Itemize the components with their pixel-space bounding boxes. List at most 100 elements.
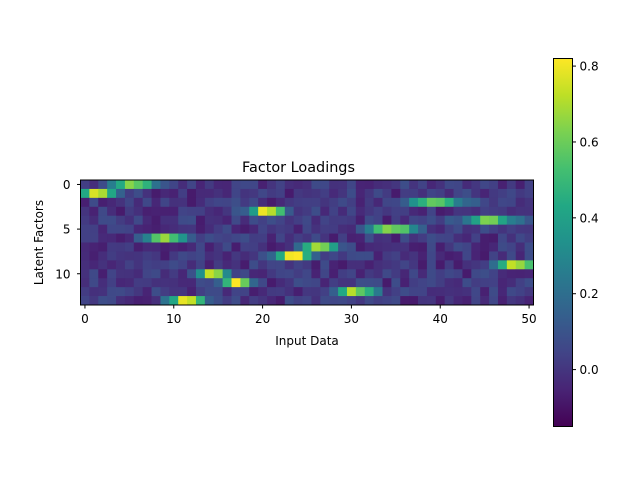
heatmap-cell (204, 197, 215, 208)
heatmap-cell (480, 188, 490, 199)
heatmap-cell (480, 197, 490, 208)
heatmap-cell (258, 197, 268, 208)
heatmap-cell (133, 287, 144, 297)
heatmap-cell (151, 206, 161, 217)
heatmap-cell (275, 269, 286, 279)
heatmap-cell (391, 278, 401, 288)
heatmap-cell (249, 278, 259, 288)
heatmap-cell (151, 197, 161, 208)
heatmap-cell (302, 233, 312, 243)
heatmap-cell (320, 180, 330, 190)
heatmap-cell (524, 224, 534, 234)
heatmap-cell (329, 251, 339, 261)
heatmap-cell (391, 224, 401, 234)
heatmap-cell (195, 215, 206, 226)
heatmap-cell (213, 188, 224, 199)
heatmap-cell (409, 206, 419, 217)
heatmap-cell (480, 287, 490, 297)
heatmap-cell (302, 180, 312, 190)
heatmap-cell (275, 188, 286, 199)
heatmap-cell (293, 224, 303, 234)
heatmap-cell (116, 260, 126, 270)
heatmap-cell (462, 278, 472, 288)
heatmap-cell (98, 251, 108, 261)
heatmap-cell (373, 242, 383, 252)
heatmap-cell (418, 206, 428, 217)
heatmap-cell (267, 206, 277, 217)
heatmap-cell (284, 206, 295, 217)
heatmap-cell (240, 287, 250, 297)
heatmap-cell (142, 242, 152, 252)
heatmap-cell (382, 180, 392, 190)
heatmap-cell (311, 269, 321, 279)
heatmap-cell (338, 197, 348, 208)
heatmap-cell (124, 278, 135, 288)
heatmap-cell (142, 269, 152, 279)
heatmap-cell (426, 260, 437, 270)
heatmap-cell (98, 180, 108, 190)
heatmap-cell (329, 197, 339, 208)
heatmap-cell (462, 188, 472, 199)
heatmap-cell (409, 233, 419, 243)
heatmap-cell (249, 206, 259, 217)
heatmap-cell (89, 180, 99, 190)
heatmap-cell (267, 287, 277, 297)
heatmap-cell (222, 251, 232, 261)
heatmap-cell (320, 215, 330, 226)
heatmap-cell (249, 269, 259, 279)
heatmap-cell (98, 278, 108, 288)
heatmap-cell (124, 296, 135, 306)
heatmap-cell (426, 188, 437, 199)
heatmap-cell (489, 260, 499, 270)
heatmap-cell (178, 296, 188, 306)
heatmap-cell (409, 251, 419, 261)
heatmap-cell (195, 287, 206, 297)
heatmap-cell (160, 197, 170, 208)
heatmap-cell (222, 180, 232, 190)
heatmap-cell (284, 224, 295, 234)
heatmap-cell (275, 260, 286, 270)
heatmap-cell (160, 188, 170, 199)
heatmap-cell (497, 215, 508, 226)
heatmap-cell (124, 260, 135, 270)
x-tick-label: 10 (166, 312, 181, 326)
heatmap-cell (400, 278, 410, 288)
heatmap-cell (160, 242, 170, 252)
heatmap-cell (391, 296, 401, 306)
heatmap-cell (311, 260, 321, 270)
heatmap-cell (107, 180, 117, 190)
heatmap-cell (124, 188, 135, 199)
heatmap-cell (107, 215, 117, 226)
heatmap-cell (444, 260, 454, 270)
heatmap-cell (142, 197, 152, 208)
heatmap-cell (471, 215, 481, 226)
heatmap-cell (293, 188, 303, 199)
heatmap-cell (311, 206, 321, 217)
heatmap-cell (409, 296, 419, 306)
heatmap-cell (204, 233, 215, 243)
heatmap-cell (116, 188, 126, 199)
heatmap-cell (222, 233, 232, 243)
heatmap-cell (355, 206, 366, 217)
heatmap-cell (169, 233, 179, 243)
heatmap-cell (249, 215, 259, 226)
heatmap-cell (329, 206, 339, 217)
heatmap-cell (240, 242, 250, 252)
heatmap-cell (480, 224, 490, 234)
heatmap-cell (480, 180, 490, 190)
heatmap-cell (142, 206, 152, 217)
heatmap-cell (382, 233, 392, 243)
heatmap-cell (98, 224, 108, 234)
heatmap-cell (364, 269, 375, 279)
heatmap-cell (187, 251, 197, 261)
heatmap-cell (355, 188, 366, 199)
heatmap-cell (506, 278, 517, 288)
heatmap-cell (124, 224, 135, 234)
heatmap-cell (151, 242, 161, 252)
heatmap-cell (169, 197, 179, 208)
heatmap-cell (293, 180, 303, 190)
heatmap-cell (471, 287, 481, 297)
heatmap-cell (320, 251, 330, 261)
heatmap-cell (284, 242, 295, 252)
heatmap-cell (107, 233, 117, 243)
